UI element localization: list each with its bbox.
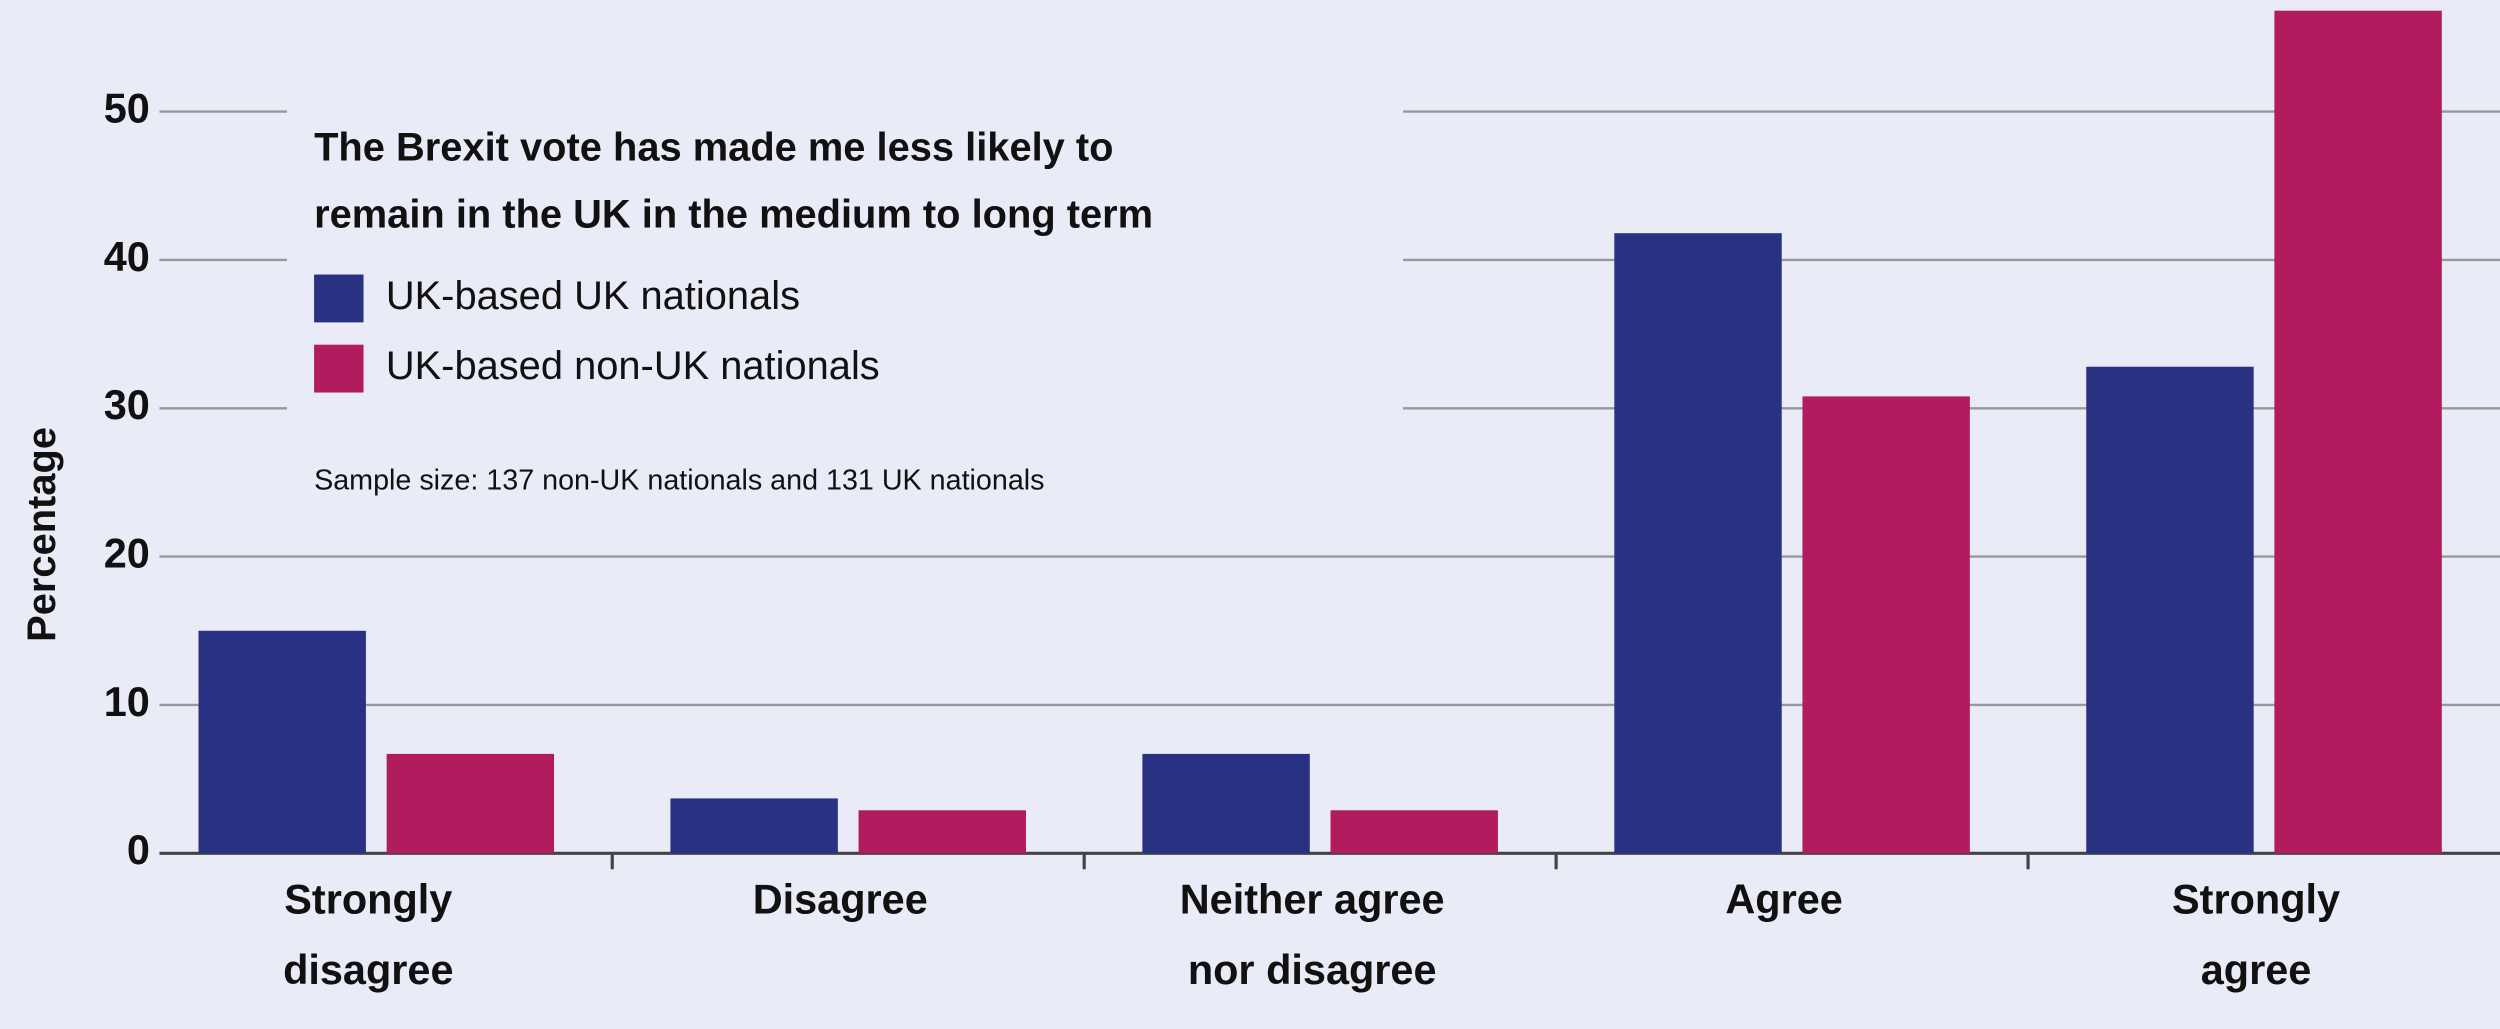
bars <box>198 10 2442 854</box>
legend-background <box>286 95 1404 511</box>
y-tick-label: 30 <box>104 381 150 428</box>
bar <box>2086 366 2254 854</box>
x-tick-label: Strongly <box>2172 876 2340 923</box>
y-tick-label: 10 <box>104 678 150 725</box>
chart-title: The Brexit vote has made me less likely … <box>314 126 1113 170</box>
bar <box>1802 396 1970 854</box>
legend-swatch <box>314 344 364 393</box>
bar <box>1330 810 1498 854</box>
y-tick-label: 0 <box>127 826 150 873</box>
legend-label: UK-based non-UK nationals <box>386 344 880 388</box>
x-tick-label: Disagree <box>753 876 928 923</box>
y-tick-label: 40 <box>104 233 150 280</box>
bar <box>386 753 555 854</box>
bar <box>670 798 838 854</box>
chart-title: remain in the UK in the medium to long t… <box>314 193 1153 237</box>
y-axis-label: Percentage <box>20 427 64 642</box>
x-tick-label: nor disagree <box>1188 946 1437 993</box>
y-tick-label: 50 <box>104 85 150 132</box>
x-tick-label: Neither agree <box>1180 876 1445 923</box>
bar <box>2274 10 2442 854</box>
bar <box>198 630 366 854</box>
bar <box>858 810 1026 854</box>
annotation: Sample size: 137 non-UK nationals and 13… <box>314 464 1044 496</box>
x-tick-label: disagree <box>283 946 453 993</box>
legend-swatch <box>314 274 364 323</box>
bar <box>1142 753 1310 854</box>
y-tick-label: 20 <box>104 530 150 577</box>
x-tick-label: Strongly <box>284 876 452 923</box>
x-tick-label: agree <box>2201 946 2312 993</box>
legend-label: UK-based UK nationals <box>386 274 800 318</box>
x-tick-label: Agree <box>1725 876 1842 923</box>
bar <box>1614 233 1782 854</box>
